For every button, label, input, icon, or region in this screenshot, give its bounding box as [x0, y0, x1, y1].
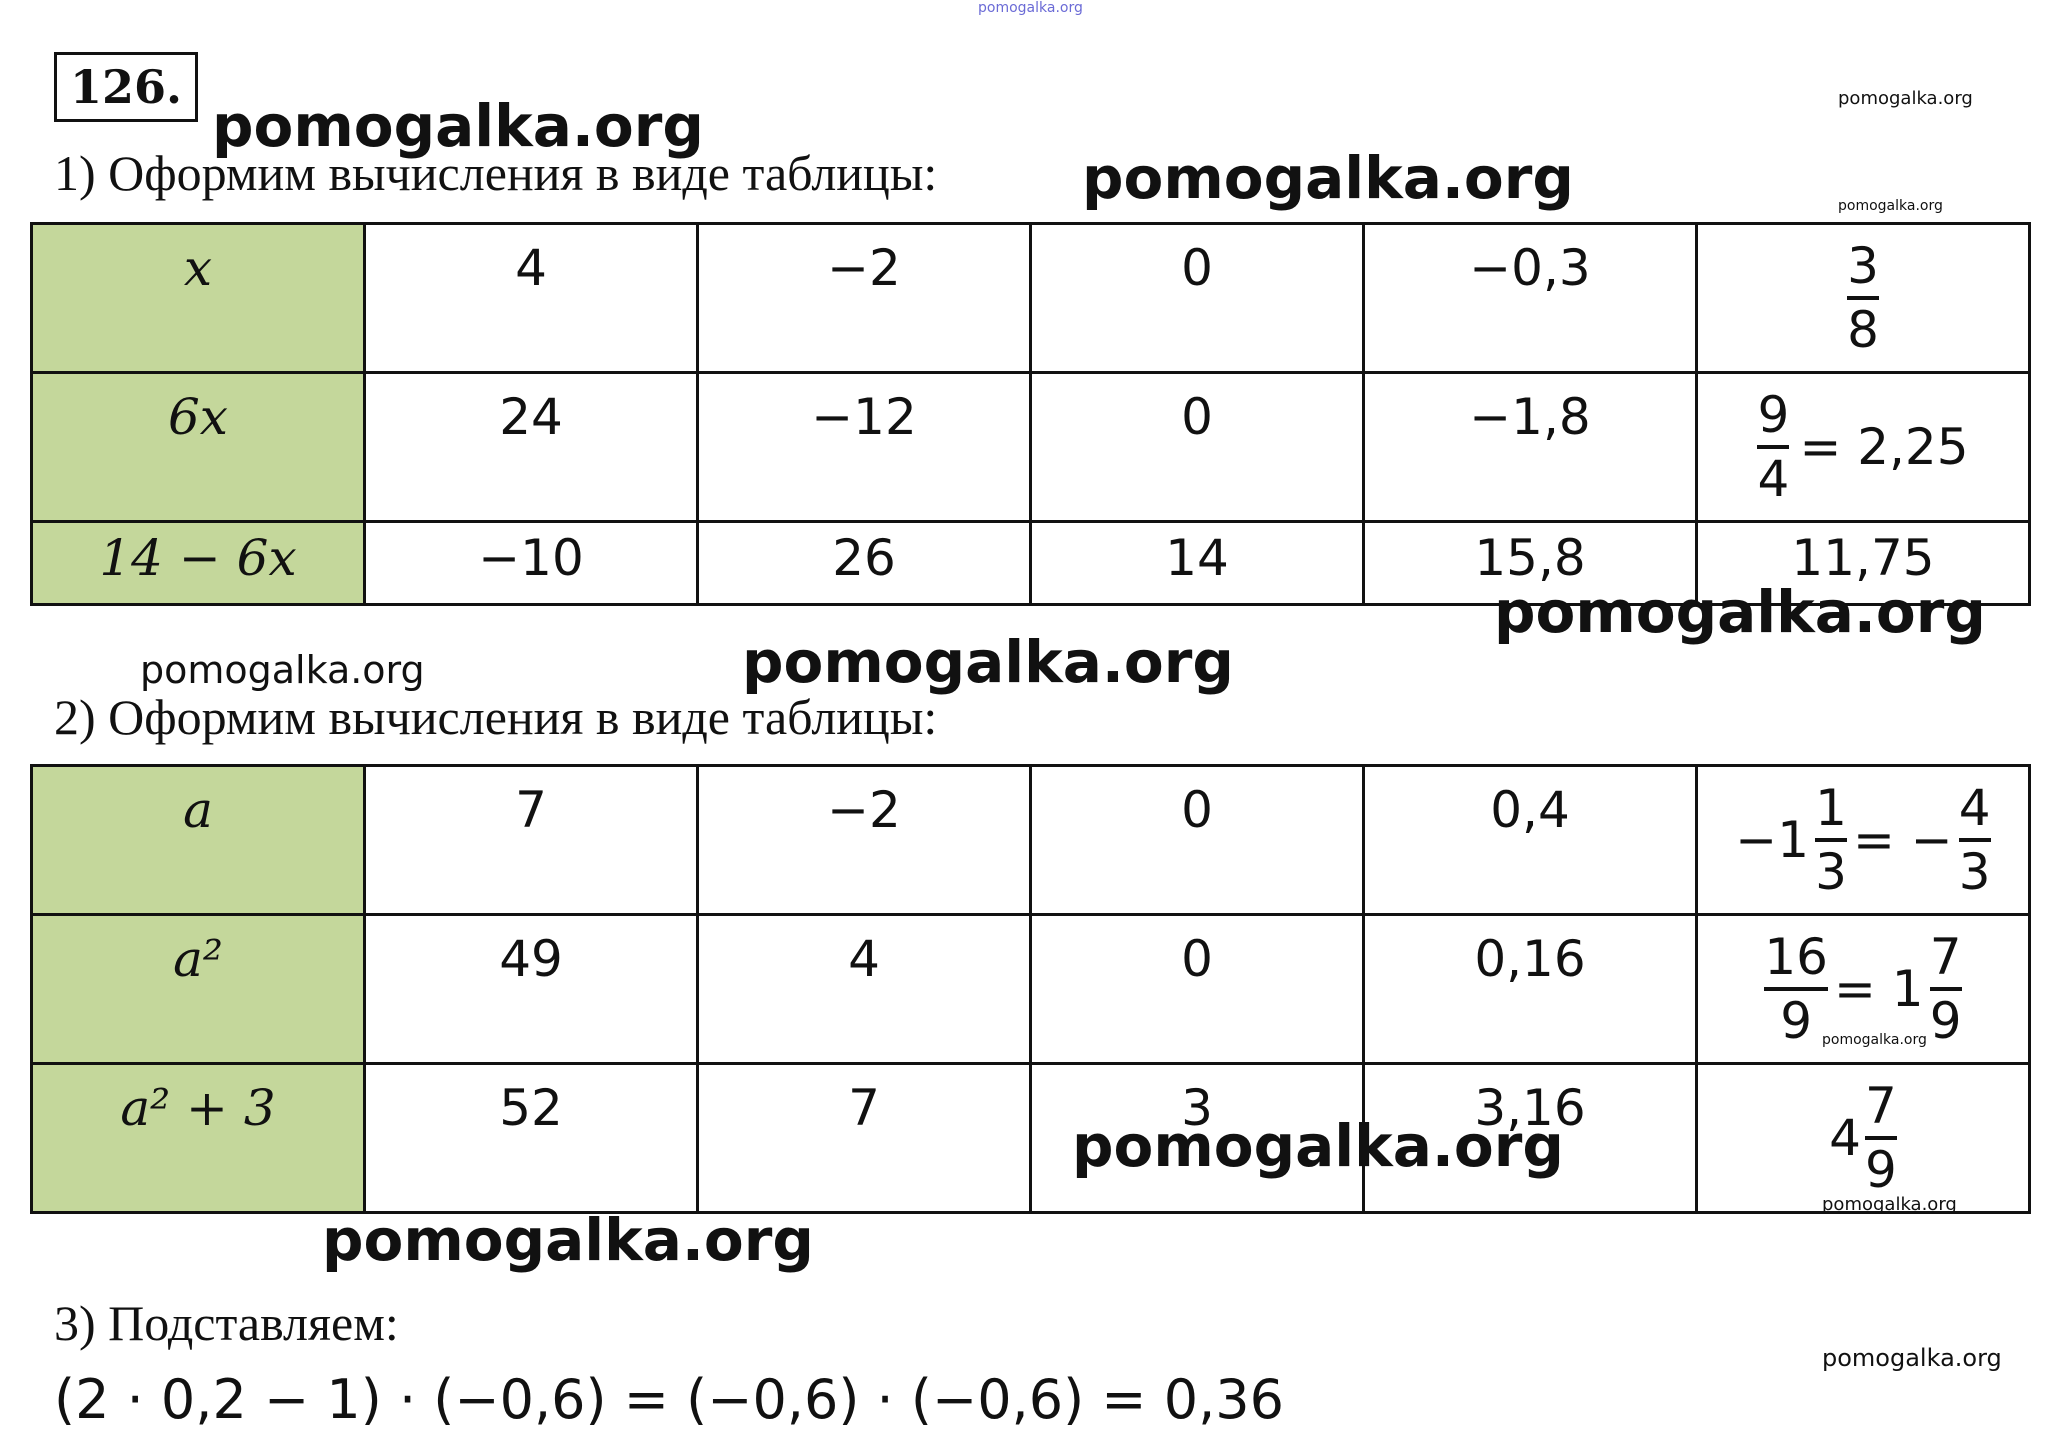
table-cell: 49	[363, 913, 699, 1065]
table-cell: 7	[363, 764, 699, 916]
equals-value: = 2,25	[1799, 418, 1969, 476]
fraction: 16 9	[1764, 927, 1828, 1050]
watermark: pomogalka.org	[140, 648, 425, 692]
problem-number: 126.	[54, 52, 198, 122]
watermark: pomogalka.org	[212, 92, 704, 160]
watermark: pomogalka.org	[322, 1206, 814, 1274]
watermark: pomogalka.org	[1082, 144, 1574, 212]
final-formula: (2 · 0,2 − 1) · (−0,6) = (−0,6) · (−0,6)…	[54, 1368, 1284, 1431]
table-cell: 3,16	[1362, 1062, 1698, 1214]
row-label: a² + 3	[30, 1062, 366, 1214]
row-label: a	[30, 764, 366, 916]
table-cell: −12	[696, 371, 1032, 523]
table-cell: 0	[1029, 913, 1365, 1065]
watermark: pomogalka.org	[742, 628, 1234, 696]
row-label: 6x	[30, 371, 366, 523]
table-cell: 0,16	[1362, 913, 1698, 1065]
table-cell: 26	[696, 520, 1032, 606]
table-cell: 4	[363, 222, 699, 374]
table-cell: 7	[696, 1062, 1032, 1214]
row-label: 14 − 6x	[30, 520, 366, 606]
section-2-heading: 2) Оформим вычисления в виде таблицы:	[54, 689, 938, 745]
table-cell: 0,4	[1362, 764, 1698, 916]
section-3-heading: 3) Подставляем:	[54, 1295, 399, 1351]
watermark: pomogalka.org	[1494, 578, 1986, 646]
watermark-top: pomogalka.org	[978, 0, 1083, 16]
table-cell: 52	[363, 1062, 699, 1214]
row-label: x	[30, 222, 366, 374]
table-cell: 15,8	[1362, 520, 1698, 606]
table-cell: 24	[363, 371, 699, 523]
table-row: 14 − 6x −10 26 14 15,8 11,75	[30, 520, 2031, 606]
table-cell: 4	[696, 913, 1032, 1065]
table-cell: −0,3	[1362, 222, 1698, 374]
section-1-heading: 1) Оформим вычисления в виде таблицы:	[54, 145, 938, 201]
table-cell: 0	[1029, 764, 1365, 916]
table-cell: −1,8	[1362, 371, 1698, 523]
watermark: pomogalka.org	[1072, 1112, 1564, 1180]
table-cell: −10	[363, 520, 699, 606]
table-cell: 14	[1029, 520, 1365, 606]
table-cell: −2	[696, 222, 1032, 374]
watermark: pomogalka.org	[1838, 198, 1943, 214]
watermark: pomogalka.org	[1822, 1032, 1927, 1048]
table-cell: 0	[1029, 371, 1365, 523]
watermark: pomogalka.org	[1822, 1344, 2002, 1372]
table-cell: 11,75	[1695, 520, 2031, 606]
table-cell: 0	[1029, 222, 1365, 374]
table-cell: −2	[696, 764, 1032, 916]
row-label: a²	[30, 913, 366, 1065]
watermark: pomogalka.org	[1838, 88, 1973, 109]
table-cell: 3	[1029, 1062, 1365, 1214]
watermark: pomogalka.org	[1822, 1194, 1957, 1215]
